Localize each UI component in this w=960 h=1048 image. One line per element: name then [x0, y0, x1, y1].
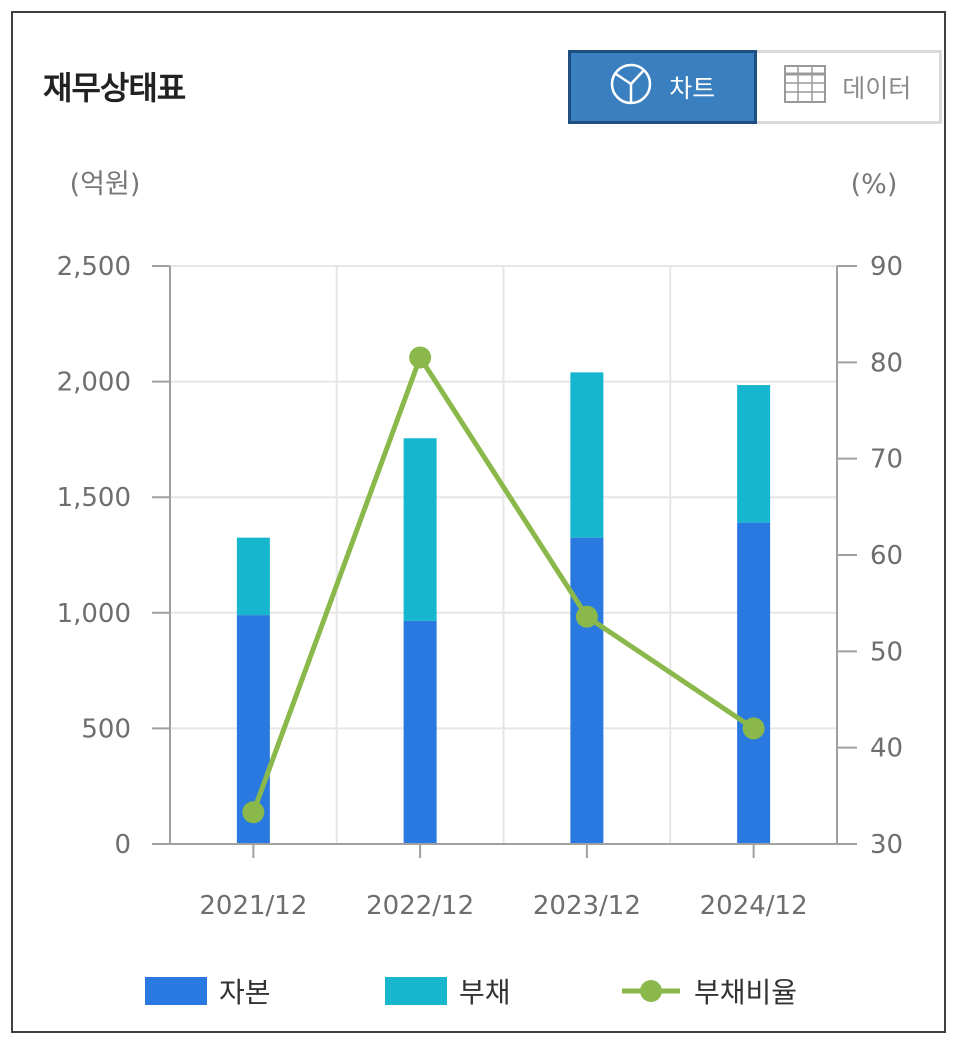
- legend-item-ratio: 부채비율: [620, 968, 797, 1014]
- right-tick-label: 90: [870, 252, 903, 282]
- left-tick-label: 2,000: [57, 368, 131, 398]
- right-tick-label: 50: [870, 637, 903, 667]
- ratio-point: [242, 801, 265, 824]
- ratio-point: [742, 717, 765, 740]
- legend-swatch-capital: [145, 977, 207, 1005]
- view-toggle: 차트 데이터: [568, 50, 942, 124]
- legend-label-ratio: 부채비율: [694, 976, 798, 1009]
- left-tick-label: 500: [81, 714, 131, 744]
- left-tick-label: 0: [114, 830, 131, 860]
- right-tick-label: 70: [870, 445, 903, 475]
- legend-item-capital: 자본: [145, 968, 271, 1014]
- ratio-line: [251, 355, 756, 814]
- legend-item-debt: 부채: [385, 968, 511, 1014]
- right-tick-label: 60: [870, 541, 903, 571]
- right-axis-unit: (%): [851, 169, 898, 200]
- bar-capital: [570, 537, 604, 844]
- left-tick-label: 1,000: [57, 599, 131, 629]
- bar-debt: [737, 385, 771, 523]
- ratio-point: [409, 346, 432, 369]
- bar-capital: [737, 522, 771, 844]
- left-tick-label: 1,500: [57, 483, 131, 513]
- chart-view-button[interactable]: 차트: [568, 50, 757, 124]
- page-title: 재무상태표: [43, 69, 186, 107]
- legend-swatch-debt: [385, 977, 447, 1005]
- legend-label-debt: 부채: [459, 976, 511, 1009]
- data-view-button[interactable]: 데이터: [756, 50, 942, 124]
- left-axis-unit: (억원): [70, 169, 141, 200]
- x-tick-label: 2024/12: [700, 891, 808, 921]
- pie-chart-icon: [609, 62, 653, 112]
- x-tick-label: 2021/12: [199, 891, 307, 921]
- financial-statement-card: 재무상태표 차트: [11, 11, 946, 1033]
- right-tick-label: 40: [870, 734, 903, 764]
- legend-swatch-ratio: [622, 980, 680, 1002]
- bar-capital: [403, 620, 437, 844]
- bar-debt: [236, 537, 270, 616]
- chart-button-label: 차트: [669, 74, 716, 103]
- right-tick-label: 30: [870, 830, 903, 860]
- x-tick-label: 2022/12: [366, 891, 474, 921]
- x-tick-label: 2023/12: [533, 891, 641, 921]
- ratio-point: [575, 605, 598, 628]
- table-grid-icon: [784, 65, 827, 109]
- left-tick-label: 2,500: [57, 252, 131, 282]
- bar-debt: [403, 438, 437, 621]
- data-button-label: 데이터: [842, 74, 912, 103]
- legend-label-capital: 자본: [219, 976, 271, 1009]
- bar-debt: [570, 372, 604, 538]
- right-tick-label: 80: [870, 348, 903, 378]
